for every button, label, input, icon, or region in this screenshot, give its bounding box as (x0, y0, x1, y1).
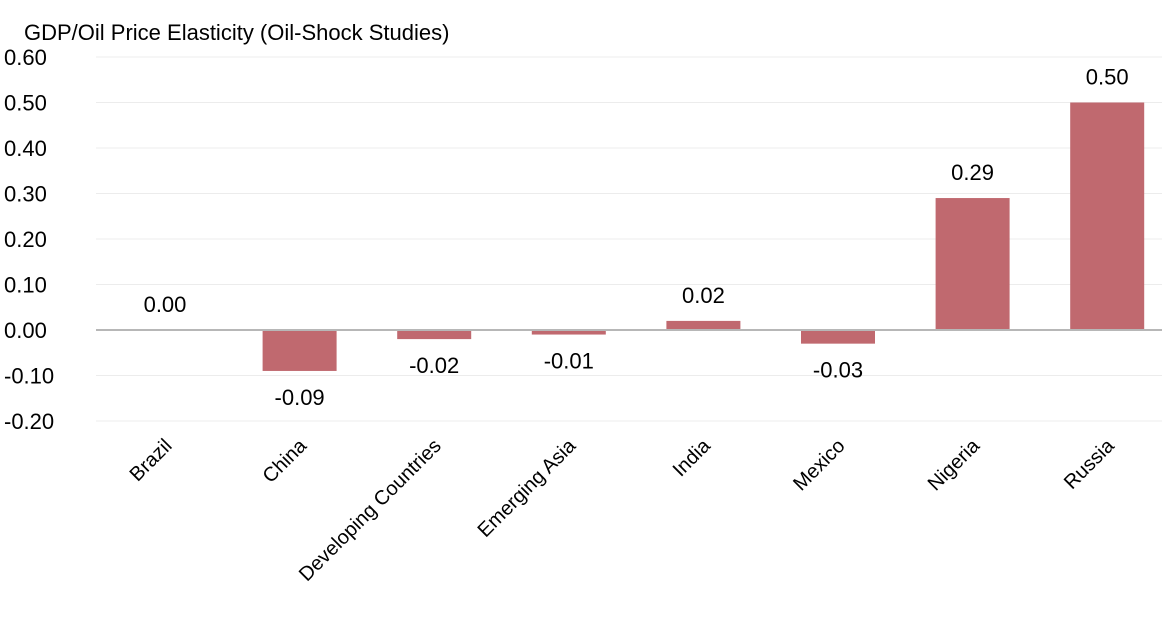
bar-nigeria (935, 198, 1010, 330)
x-category-label: Russia (1060, 434, 1119, 493)
bar-mexico (801, 330, 875, 344)
y-tick-label: 0.50 (4, 91, 47, 116)
data-label: 0.00 (144, 292, 187, 317)
bar-india (666, 320, 741, 330)
data-label: 0.02 (682, 283, 725, 308)
y-tick-label: -0.20 (4, 409, 54, 434)
y-axis-tick-labels: 0.60 0.50 0.40 0.30 0.20 0.10 0.00 -0.10 -0.20 (4, 45, 54, 434)
data-label: -0.09 (275, 385, 325, 410)
y-tick-label: 0.30 (4, 182, 47, 207)
x-category-label: Emerging Asia (474, 434, 581, 541)
x-category-label: Mexico (789, 435, 849, 495)
chart-title: GDP/Oil Price Elasticity (Oil-Shock Stud… (24, 20, 449, 45)
gridlines (96, 56, 1162, 422)
data-label: -0.03 (813, 358, 863, 383)
y-tick-label: 0.40 (4, 136, 47, 161)
y-tick-label: 0.60 (4, 45, 47, 70)
x-category-label: India (669, 434, 716, 481)
y-tick-label: 0.10 (4, 273, 47, 298)
y-tick-label: -0.10 (4, 364, 54, 389)
data-label: 0.29 (951, 160, 994, 185)
bar-russia (1070, 102, 1145, 330)
data-label: -0.02 (409, 353, 459, 378)
bar-china (262, 330, 337, 371)
data-labels: 0.00 -0.09 -0.02 -0.01 0.02 -0.03 0.29 0.50 (144, 65, 1129, 410)
x-category-label: China (259, 434, 312, 487)
x-category-label: Nigeria (924, 434, 985, 495)
bar-emerging-asia (531, 330, 606, 335)
bars (262, 102, 1145, 371)
data-label: -0.01 (544, 349, 594, 374)
y-tick-label: 0.00 (4, 318, 47, 343)
x-category-label: Developing Countries (295, 435, 446, 586)
x-category-label: Brazil (126, 435, 177, 486)
bar-developing-countries (397, 330, 472, 340)
data-label: 0.50 (1086, 65, 1129, 90)
y-tick-label: 0.20 (4, 227, 47, 252)
